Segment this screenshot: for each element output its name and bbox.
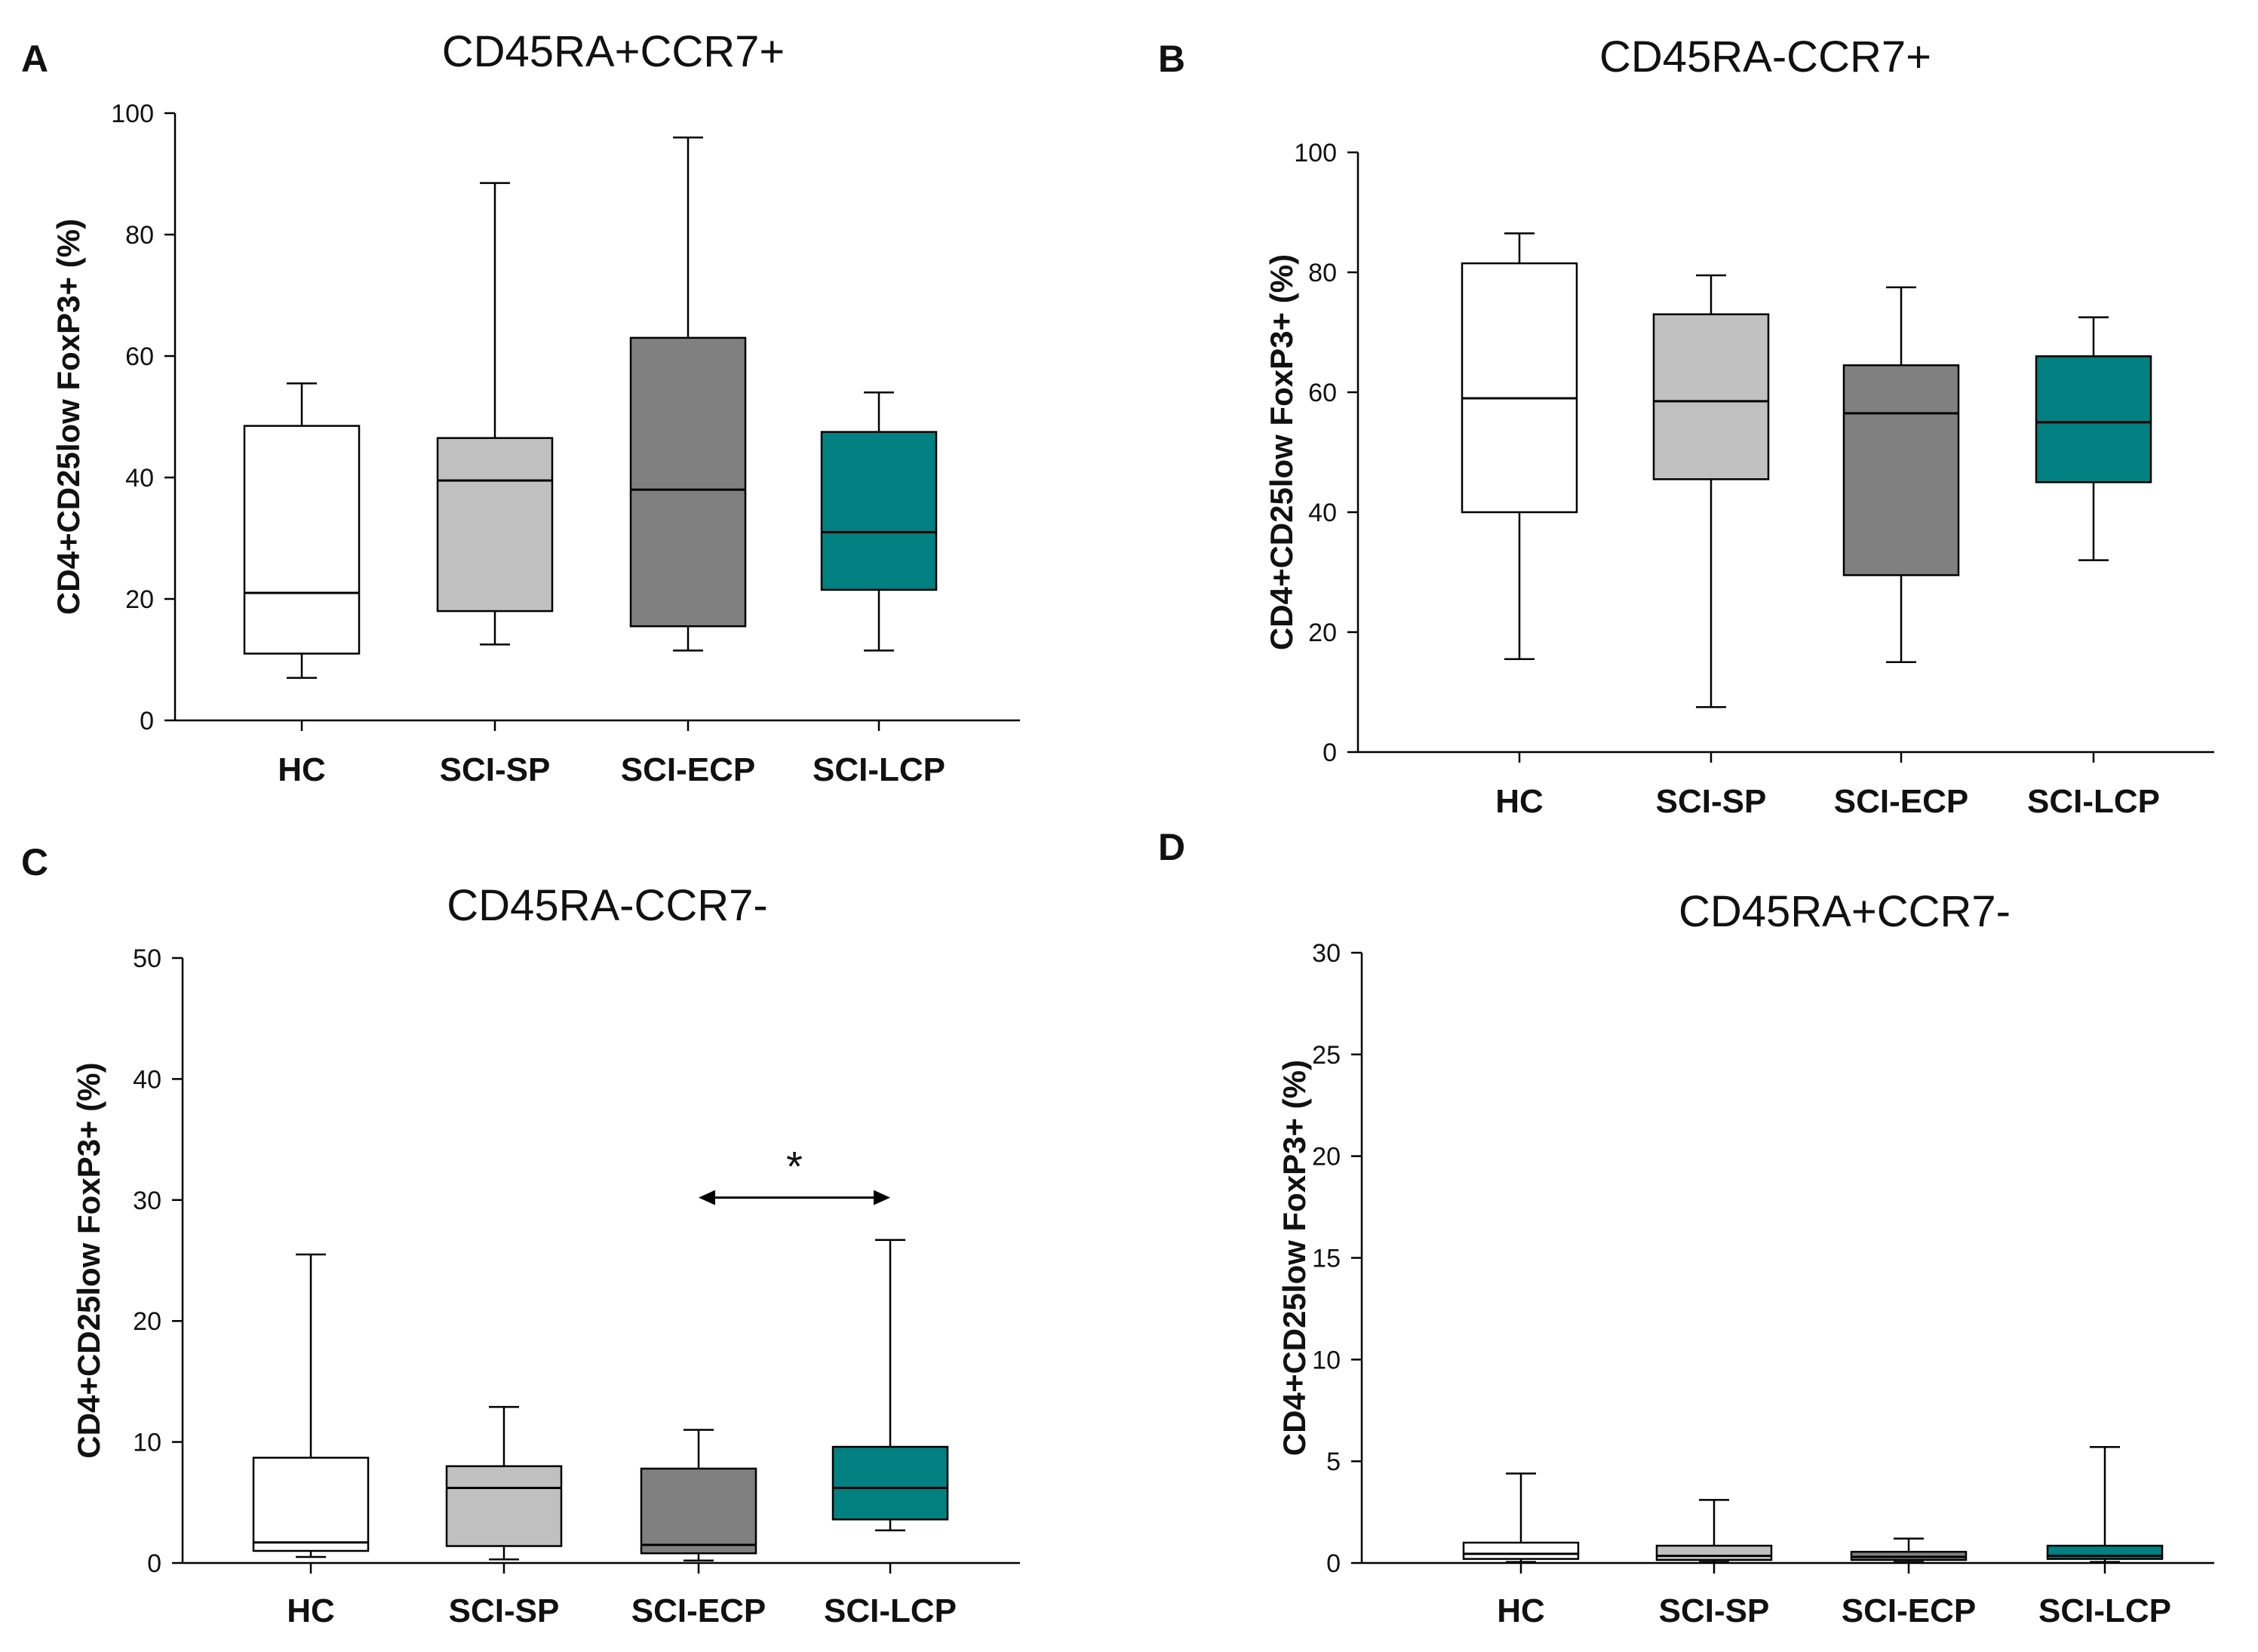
box-body <box>1461 262 1578 514</box>
box-sci-ecp: SCI-ECP <box>1834 286 1968 820</box>
y-tick-label: 60 <box>125 342 154 371</box>
box-body <box>629 336 747 628</box>
category-label: SCI-LCP <box>824 1592 957 1629</box>
chart-panel-d: D CD45RA+CCR7- CD4+CD25low FoxP3+ (%) 0 5 10 1… <box>1158 826 2214 1629</box>
box-body <box>831 1445 949 1521</box>
box-body <box>1842 364 1960 576</box>
category-label: SCI-SP <box>1659 1592 1770 1629</box>
y-tick-label: 20 <box>133 1307 161 1336</box>
y-axis-label: CD4+CD25low FoxP3+ (%) <box>1264 254 1299 650</box>
y-tick-label: 100 <box>111 100 154 128</box>
box-sci-lcp: SCI-LCP <box>2038 1446 2171 1629</box>
category-label: SCI-LCP <box>813 751 945 788</box>
y-tick-label: 10 <box>1312 1346 1341 1374</box>
category-label: SCI-ECP <box>631 1592 766 1629</box>
panels: A CD45RA+CCR7+ CD4+CD25low FoxP3+ (%) 0 20 40… <box>21 27 2214 1629</box>
chart-panel-c: C CD45RA-CCR7- CD4+CD25low FoxP3+ (%) 0 10 20… <box>21 841 1020 1629</box>
y-tick-label: 40 <box>125 464 154 493</box>
chart-panel-b: B CD45RA-CCR7+ CD4+CD25low FoxP3+ (%) 0 20 40… <box>1158 32 2214 820</box>
category-label: SCI-ECP <box>1834 783 1968 820</box>
y-tick-label: 0 <box>140 707 154 735</box>
box-sci-ecp: SCI-ECP <box>631 1429 766 1629</box>
y-tick-label: 5 <box>1326 1448 1341 1476</box>
y-axis-label: CD4+CD25low FoxP3+ (%) <box>1276 1060 1312 1456</box>
box-sci-sp: SCI-SP <box>445 1405 563 1629</box>
y-tick-label: 20 <box>1308 619 1337 647</box>
category-label: HC <box>278 751 326 788</box>
category-label: SCI-ECP <box>621 751 755 788</box>
box-body <box>820 431 938 591</box>
y-tick-label: 0 <box>1323 738 1337 767</box>
y-tick-label: 20 <box>1312 1143 1341 1171</box>
category-label: SCI-LCP <box>2027 783 2160 820</box>
y-tick-label: 0 <box>147 1549 161 1578</box>
category-label: SCI-LCP <box>2038 1592 2171 1629</box>
significance-star: * <box>786 1143 803 1190</box>
box-body <box>640 1467 757 1555</box>
y-tick-label: 15 <box>1312 1245 1341 1273</box>
y-tick-label: 20 <box>125 585 154 614</box>
y-tick-label: 40 <box>1308 499 1337 527</box>
box-body <box>243 425 361 655</box>
box-sci-ecp: SCI-ECP <box>621 136 755 788</box>
y-tick-label: 40 <box>133 1065 161 1094</box>
category-label: SCI-SP <box>440 751 551 788</box>
panel-letter: C <box>21 841 48 883</box>
box-body <box>445 1465 563 1547</box>
box-hc: HC <box>252 1253 370 1629</box>
chart-title: CD45RA+CCR7+ <box>442 27 785 76</box>
box-body <box>252 1457 370 1552</box>
category-label: SCI-SP <box>449 1592 560 1629</box>
y-tick-label: 80 <box>1308 259 1337 287</box>
arrow-head-left <box>699 1190 715 1205</box>
box-body <box>1462 1541 1580 1560</box>
panel-letter: D <box>1158 826 1185 868</box>
box-sci-lcp: SCI-LCP <box>824 1239 957 1629</box>
chart-panel-a: A CD45RA+CCR7+ CD4+CD25low FoxP3+ (%) 0 20 40… <box>21 27 1020 788</box>
y-tick-label: 10 <box>133 1429 161 1457</box>
box-body <box>2035 355 2152 484</box>
category-label: HC <box>287 1592 335 1629</box>
chart-title: CD45RA+CCR7- <box>1679 887 2011 936</box>
category-label: HC <box>1497 1592 1545 1629</box>
category-label: SCI-SP <box>1656 783 1767 820</box>
category-label: SCI-ECP <box>1842 1592 1976 1629</box>
box-sci-lcp: SCI-LCP <box>813 392 945 788</box>
arrow-head-right <box>874 1190 890 1205</box>
y-tick-label: 0 <box>1326 1549 1341 1578</box>
significance-annotation: * <box>699 1143 890 1205</box>
box-sci-lcp: SCI-LCP <box>2027 316 2160 820</box>
box-hc: HC <box>243 382 361 788</box>
y-axis-label: CD4+CD25low FoxP3+ (%) <box>51 219 86 615</box>
chart-title: CD45RA-CCR7- <box>447 881 767 930</box>
y-tick-label: 25 <box>1312 1041 1341 1070</box>
y-tick-label: 100 <box>1294 139 1337 167</box>
box-sci-sp: SCI-SP <box>1652 274 1770 820</box>
box-sci-ecp: SCI-ECP <box>1842 1537 1976 1629</box>
box-body <box>1652 313 1770 481</box>
box-sci-sp: SCI-SP <box>1655 1499 1773 1629</box>
box-body <box>436 437 554 613</box>
y-tick-label: 60 <box>1308 379 1337 407</box>
y-tick-label: 50 <box>133 944 161 973</box>
box-hc: HC <box>1462 1472 1580 1629</box>
chart-title: CD45RA-CCR7+ <box>1599 32 1931 81</box>
y-tick-label: 30 <box>133 1187 161 1215</box>
panel-letter: A <box>21 38 48 80</box>
panel-letter: B <box>1158 38 1185 80</box>
box-body <box>1655 1544 1773 1561</box>
y-tick-label: 30 <box>1312 939 1341 968</box>
category-label: HC <box>1495 783 1544 820</box>
y-tick-label: 80 <box>125 221 154 250</box>
box-sci-sp: SCI-SP <box>436 182 554 788</box>
box-hc: HC <box>1461 232 1578 820</box>
y-axis-label: CD4+CD25low FoxP3+ (%) <box>71 1062 106 1458</box>
